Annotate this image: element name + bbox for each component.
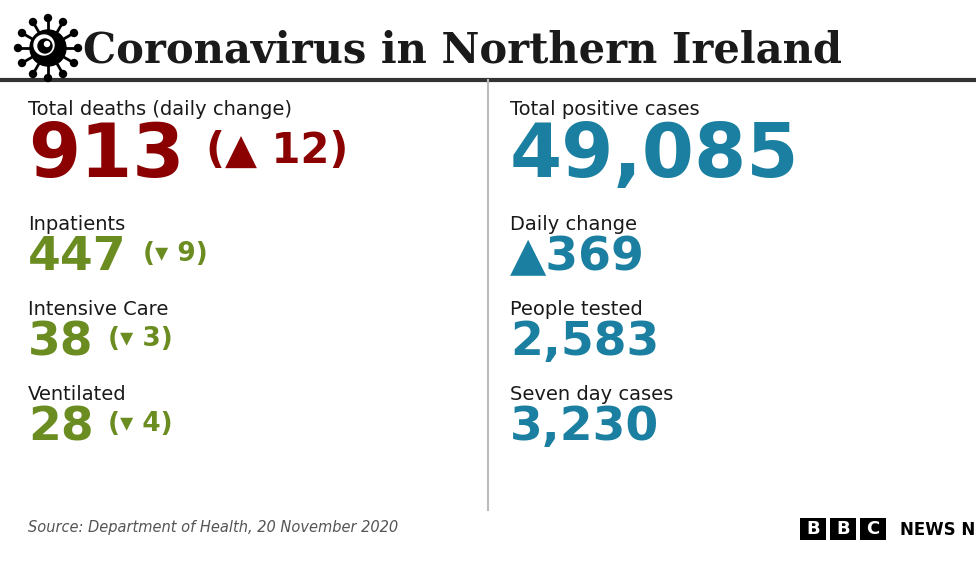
FancyBboxPatch shape	[800, 518, 826, 540]
Circle shape	[19, 30, 25, 36]
Circle shape	[15, 44, 21, 52]
Text: Seven day cases: Seven day cases	[510, 385, 673, 404]
Circle shape	[74, 44, 82, 52]
Circle shape	[60, 71, 66, 77]
Circle shape	[29, 19, 36, 26]
Circle shape	[30, 30, 66, 66]
Text: Source: Department of Health, 20 November 2020: Source: Department of Health, 20 Novembe…	[28, 520, 398, 535]
Text: 28: 28	[28, 405, 94, 450]
Text: 2,583: 2,583	[510, 320, 659, 365]
Circle shape	[19, 60, 25, 67]
Circle shape	[38, 39, 52, 53]
FancyBboxPatch shape	[860, 518, 886, 540]
Text: 3,230: 3,230	[510, 405, 659, 450]
Text: Ventilated: Ventilated	[28, 385, 127, 404]
Circle shape	[29, 71, 36, 77]
Text: Daily change: Daily change	[510, 215, 637, 234]
Text: 913: 913	[28, 120, 184, 193]
Text: Total positive cases: Total positive cases	[510, 100, 700, 119]
Circle shape	[45, 42, 50, 47]
Circle shape	[45, 14, 52, 22]
FancyBboxPatch shape	[830, 518, 856, 540]
Circle shape	[70, 60, 77, 67]
Text: People tested: People tested	[510, 300, 643, 319]
Text: Total deaths (daily change): Total deaths (daily change)	[28, 100, 292, 119]
Circle shape	[34, 35, 54, 55]
Text: 49,085: 49,085	[510, 120, 799, 193]
Text: B: B	[806, 520, 820, 538]
Text: (▾ 4): (▾ 4)	[108, 411, 173, 437]
Text: 38: 38	[28, 320, 94, 365]
Text: Intensive Care: Intensive Care	[28, 300, 169, 319]
Text: Coronavirus in Northern Ireland: Coronavirus in Northern Ireland	[83, 29, 842, 71]
Text: C: C	[867, 520, 879, 538]
Text: ▲369: ▲369	[510, 235, 645, 280]
Text: Inpatients: Inpatients	[28, 215, 125, 234]
Text: NEWS NI: NEWS NI	[900, 521, 976, 539]
Circle shape	[60, 19, 66, 26]
Circle shape	[70, 30, 77, 36]
Text: 447: 447	[28, 235, 127, 280]
Text: (▾ 9): (▾ 9)	[143, 241, 208, 267]
Text: (▾ 3): (▾ 3)	[108, 326, 173, 352]
Circle shape	[45, 75, 52, 81]
Text: (▲ 12): (▲ 12)	[206, 130, 348, 172]
Text: B: B	[836, 520, 850, 538]
